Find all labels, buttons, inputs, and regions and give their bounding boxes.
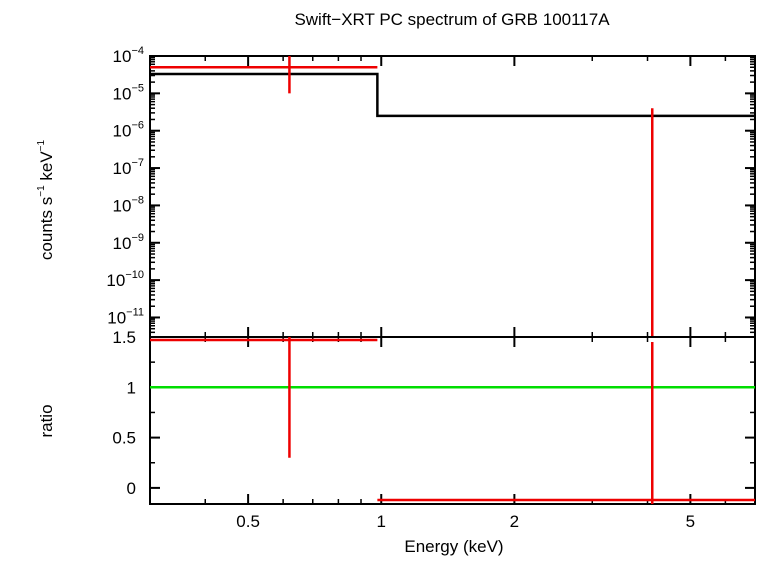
x-tick-label: 0.5 (236, 512, 260, 531)
ratio-y-ticks: 1.5 1 0.5 0 (112, 328, 755, 498)
y-tick-exponent: −11 (126, 306, 144, 318)
y-label-kev: keV (37, 151, 56, 186)
y-tick-exponent: −4 (131, 45, 144, 57)
ratio-y-axis-label: ratio (37, 404, 56, 437)
ratio-y-tick-label: 1 (127, 378, 136, 397)
y-tick-base: 10 (113, 84, 132, 103)
ratio-plot-frame (149, 336, 756, 505)
ratio-series (150, 337, 755, 504)
y-tick-base: 10 (113, 122, 132, 141)
ratio-y-tick-label: 0 (127, 479, 136, 498)
spectrum-series (150, 56, 755, 337)
x-tick-label: 5 (686, 512, 695, 531)
y-tick-exponent: −10 (125, 269, 144, 281)
y-tick-base: 10 (113, 196, 132, 215)
y-tick-label: 10−4 (113, 45, 144, 66)
y-tick-base: 10 (113, 47, 132, 66)
model-step-line (150, 72, 755, 118)
x-tick-label: 2 (510, 512, 519, 531)
energy-x-ticks: 0.5 1 2 5 (149, 56, 756, 531)
y-tick-label: 10−8 (113, 194, 144, 215)
x-axis-label: Energy (keV) (404, 537, 503, 556)
y-tick-label: 10−6 (113, 120, 144, 141)
ratio-panel: 1.5 1 0.5 0 0.5 1 2 5 ratio Energy (keV) (37, 56, 756, 556)
y-tick-label: 10−7 (113, 157, 144, 178)
ratio-y-tick-label: 0.5 (112, 429, 136, 448)
y-label-exp1: −1 (36, 185, 47, 197)
ratio-y-tick-label: 1.5 (112, 328, 136, 347)
y-label-exp2: −1 (36, 139, 47, 151)
y-tick-exponent: −7 (131, 157, 144, 169)
spectrum-plot-frame (149, 55, 756, 338)
chart-title: Swift−XRT PC spectrum of GRB 100117A (294, 10, 610, 29)
y-tick-label: 10−11 (107, 306, 144, 327)
y-tick-exponent: −9 (131, 232, 144, 244)
y-tick-base: 10 (113, 234, 132, 253)
spectrum-y-axis-label: counts s−1 keV−1 (36, 139, 56, 260)
y-tick-base: 10 (107, 308, 126, 327)
y-tick-label: 10−9 (113, 232, 144, 253)
y-tick-exponent: −5 (131, 82, 144, 94)
y-tick-label: 10−5 (113, 82, 144, 103)
y-label-counts: counts s (37, 197, 56, 260)
y-tick-exponent: −8 (131, 194, 144, 206)
y-tick-base: 10 (106, 271, 125, 290)
y-tick-label: 10−10 (106, 269, 144, 290)
x-tick-label: 1 (377, 512, 386, 531)
y-tick-base: 10 (113, 159, 132, 178)
y-tick-exponent: −6 (131, 120, 144, 132)
